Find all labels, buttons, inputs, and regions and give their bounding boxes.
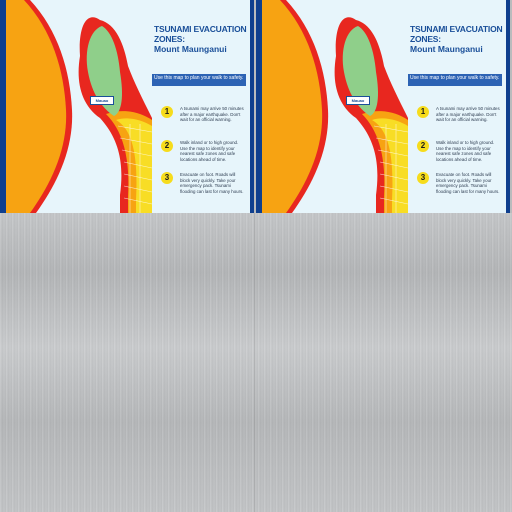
poster-subtitle: Mount Maunganui (154, 44, 227, 54)
intro-text: Use this map to plan your walk to safety… (154, 75, 244, 81)
step-3-badge: 3 (161, 172, 173, 184)
evacuation-poster: Mauao TSUNAMI EVACUATION ZONES: Mount Ma… (6, 0, 250, 213)
intro-banner (408, 74, 502, 86)
poster-subtitle: Mount Maunganui (410, 44, 483, 54)
step-3-badge: 3 (417, 172, 429, 184)
step-1-text: A tsunami may arrive 50 minutes after a … (436, 106, 500, 123)
street-grid (117, 124, 153, 213)
step-2-text: Walk inland or to high ground. Use the m… (180, 140, 239, 162)
poster-panel-left: Mauao TSUNAMI EVACUATION ZONES: Mount Ma… (0, 0, 254, 213)
step-2-text: Walk inland or to high ground. Use the m… (436, 140, 495, 162)
step-1-badge: 1 (417, 106, 429, 118)
street-grid (373, 124, 409, 213)
mauao-label: Mauao (346, 96, 370, 105)
poster-title: TSUNAMI EVACUATION ZONES: (154, 24, 247, 44)
mauao-safe-zone (342, 26, 378, 116)
step-3-text: Evacuate on foot. Roads will block very … (436, 172, 500, 194)
mainland-orange-zone (6, 0, 67, 213)
step-1-badge: 1 (161, 106, 173, 118)
background-seam (254, 213, 256, 512)
step-3-text: Evacuate on foot. Roads will block very … (180, 172, 244, 194)
evacuation-map-copy (262, 0, 409, 213)
intro-banner (152, 74, 246, 86)
evacuation-map (6, 0, 153, 213)
step-2-badge: 2 (417, 140, 429, 152)
evacuation-poster-copy: Mauao TSUNAMI EVACUATION ZONES: Mount Ma… (262, 0, 506, 213)
poster-panel-right: Mauao TSUNAMI EVACUATION ZONES: Mount Ma… (256, 0, 510, 213)
mauao-safe-zone (86, 26, 122, 116)
step-1-text: A tsunami may arrive 50 minutes after a … (180, 106, 244, 123)
brushed-metal-background (0, 213, 512, 512)
mainland-orange-zone (262, 0, 323, 213)
poster-title: TSUNAMI EVACUATION ZONES: (410, 24, 503, 44)
intro-text: Use this map to plan your walk to safety… (410, 75, 500, 81)
mauao-label: Mauao (90, 96, 114, 105)
step-2-badge: 2 (161, 140, 173, 152)
